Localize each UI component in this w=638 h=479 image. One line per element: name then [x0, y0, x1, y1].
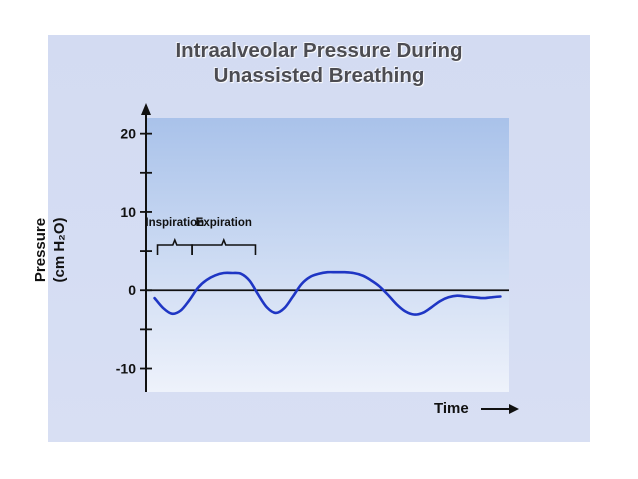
chart-title-line-2: Unassisted Breathing — [213, 64, 425, 87]
y-tick-label: 20 — [120, 126, 136, 142]
y-tick-label: 10 — [120, 204, 136, 220]
x-axis-label: Time — [434, 400, 469, 417]
annotation-label: Inspiration — [145, 217, 204, 229]
annotation-label: Expiration — [196, 217, 252, 229]
annotation-bracket — [191, 237, 257, 255]
x-axis-arrow-icon — [481, 404, 519, 414]
y-tick-label: -10 — [116, 361, 136, 377]
pressure-series-line — [153, 270, 502, 316]
chart-title-line-1: Intraalveolar Pressure During — [175, 39, 463, 62]
plot-area — [146, 118, 509, 392]
y-tick-label: 0 — [128, 282, 136, 298]
chart-title: Intraalveolar Pressure During Unassisted… — [48, 38, 590, 88]
y-axis-arrow-icon — [141, 103, 151, 115]
